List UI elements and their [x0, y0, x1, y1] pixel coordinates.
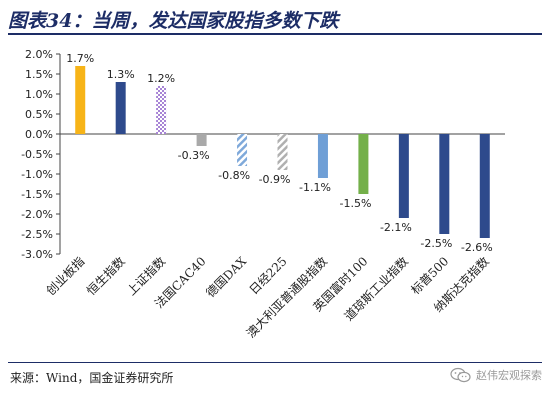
data-label: -1.1% — [299, 181, 331, 194]
bar — [317, 134, 328, 178]
bar-layer — [75, 66, 490, 238]
data-label: 1.2% — [147, 72, 175, 85]
data-label: -0.9% — [259, 173, 291, 186]
y-tick-label: -1.0% — [21, 168, 53, 181]
y-tick-label: -1.5% — [21, 188, 53, 201]
data-label: -2.6% — [461, 241, 493, 254]
data-label: 1.7% — [66, 52, 94, 65]
bar — [277, 134, 288, 170]
bar — [237, 134, 248, 166]
category-label: 恒生指数 — [83, 254, 128, 299]
y-tick-label: -2.5% — [21, 228, 53, 241]
y-tick-label: 1.0% — [25, 88, 53, 101]
y-tick-label: 0.5% — [25, 108, 53, 121]
bar — [358, 134, 369, 194]
y-tick-label: 2.0% — [25, 48, 53, 61]
bar — [115, 82, 126, 134]
bar — [156, 86, 167, 134]
y-tick-label: -3.0% — [21, 248, 53, 261]
source-divider — [8, 362, 542, 363]
y-tick-label: -0.5% — [21, 148, 53, 161]
bar — [479, 134, 490, 238]
y-tick-label: 0.0% — [25, 128, 53, 141]
data-label: 1.3% — [107, 68, 135, 81]
bar — [439, 134, 450, 234]
bar-chart: 2.0% 1.5% 1.0% 0.5% 0.0% -0.5% -1.0% -1.5% -2.0%… — [21, 48, 505, 340]
watermark-text: 赵伟宏观探索 — [476, 369, 542, 382]
bar — [75, 66, 86, 134]
data-label: -2.5% — [420, 237, 452, 250]
data-label: -0.3% — [178, 149, 210, 162]
y-tick-label: -2.0% — [21, 208, 53, 221]
label-layer: 1.7%创业板指1.3%恒生指数1.2%上证指数-0.3%法国CAC40-0.8… — [43, 52, 493, 340]
title-divider — [8, 33, 542, 35]
y-tick-label: 1.5% — [25, 68, 53, 81]
category-label: 德国DAX — [203, 253, 250, 300]
wechat-icon — [450, 367, 471, 383]
bar — [398, 134, 409, 218]
data-label: -0.8% — [218, 169, 250, 182]
watermark: 赵伟宏观探索 — [450, 367, 542, 383]
axis-layer: 2.0% 1.5% 1.0% 0.5% 0.0% -0.5% -1.0% -1.5% -2.0%… — [21, 48, 505, 261]
data-label: -1.5% — [339, 197, 371, 210]
chart-title: 图表34：当周，发达国家股指多数下跌 — [8, 10, 339, 32]
source-note: 来源：Wind，国金证券研究所 — [10, 371, 174, 385]
bar — [196, 134, 207, 146]
data-label: -2.1% — [380, 221, 412, 234]
